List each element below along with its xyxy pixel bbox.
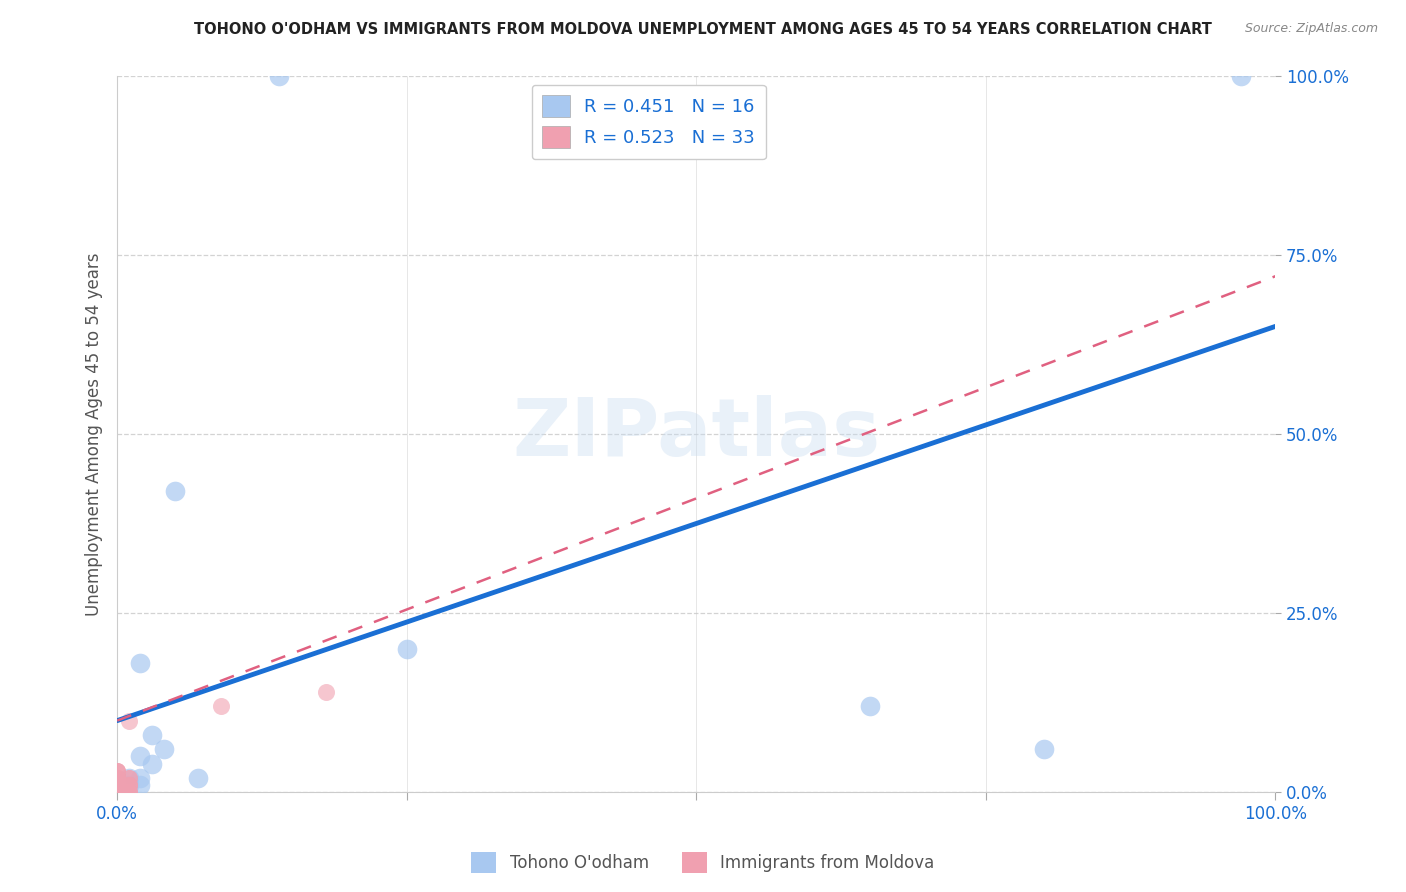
Point: [105, 778, 128, 792]
Point: [105, 778, 128, 792]
Point: [209, 699, 232, 714]
Point: [165, 484, 187, 499]
Point: [1032, 742, 1054, 756]
Point: [105, 771, 128, 785]
Point: [105, 764, 128, 778]
Point: [129, 771, 152, 785]
Point: [141, 756, 163, 771]
Y-axis label: Unemployment Among Ages 45 to 54 years: Unemployment Among Ages 45 to 54 years: [86, 252, 103, 615]
Point: [269, 69, 291, 83]
Point: [105, 764, 128, 778]
Point: [129, 749, 152, 764]
Point: [315, 685, 337, 699]
Point: [395, 642, 418, 657]
Point: [105, 785, 128, 799]
Point: [187, 771, 209, 785]
Point: [105, 771, 128, 785]
Point: [105, 778, 128, 792]
Point: [1229, 69, 1251, 83]
Point: [105, 778, 128, 792]
Point: [118, 778, 141, 792]
Point: [129, 778, 152, 792]
Point: [118, 714, 141, 728]
Point: [105, 785, 128, 799]
Text: Source: ZipAtlas.com: Source: ZipAtlas.com: [1244, 22, 1378, 36]
Point: [105, 785, 128, 799]
Point: [118, 778, 141, 792]
Point: [859, 699, 882, 714]
Point: [118, 771, 141, 785]
Legend: R = 0.451   N = 16, R = 0.523   N = 33: R = 0.451 N = 16, R = 0.523 N = 33: [531, 85, 765, 160]
Point: [118, 778, 141, 792]
Point: [105, 785, 128, 799]
Point: [105, 764, 128, 778]
Point: [105, 785, 128, 799]
Point: [152, 742, 174, 756]
Point: [105, 785, 128, 799]
Point: [105, 778, 128, 792]
Text: ZIPatlas: ZIPatlas: [512, 395, 880, 473]
Point: [105, 785, 128, 799]
Text: TOHONO O'ODHAM VS IMMIGRANTS FROM MOLDOVA UNEMPLOYMENT AMONG AGES 45 TO 54 YEARS: TOHONO O'ODHAM VS IMMIGRANTS FROM MOLDOV…: [194, 22, 1212, 37]
Point: [105, 785, 128, 799]
Point: [105, 771, 128, 785]
Point: [118, 785, 141, 799]
Point: [105, 778, 128, 792]
Point: [118, 771, 141, 785]
Point: [129, 657, 152, 671]
Point: [118, 785, 141, 799]
Legend: Tohono O'odham, Immigrants from Moldova: Tohono O'odham, Immigrants from Moldova: [464, 846, 942, 880]
Point: [118, 771, 141, 785]
Point: [118, 785, 141, 799]
Point: [141, 728, 163, 742]
Point: [105, 778, 128, 792]
Point: [105, 771, 128, 785]
Point: [118, 778, 141, 792]
